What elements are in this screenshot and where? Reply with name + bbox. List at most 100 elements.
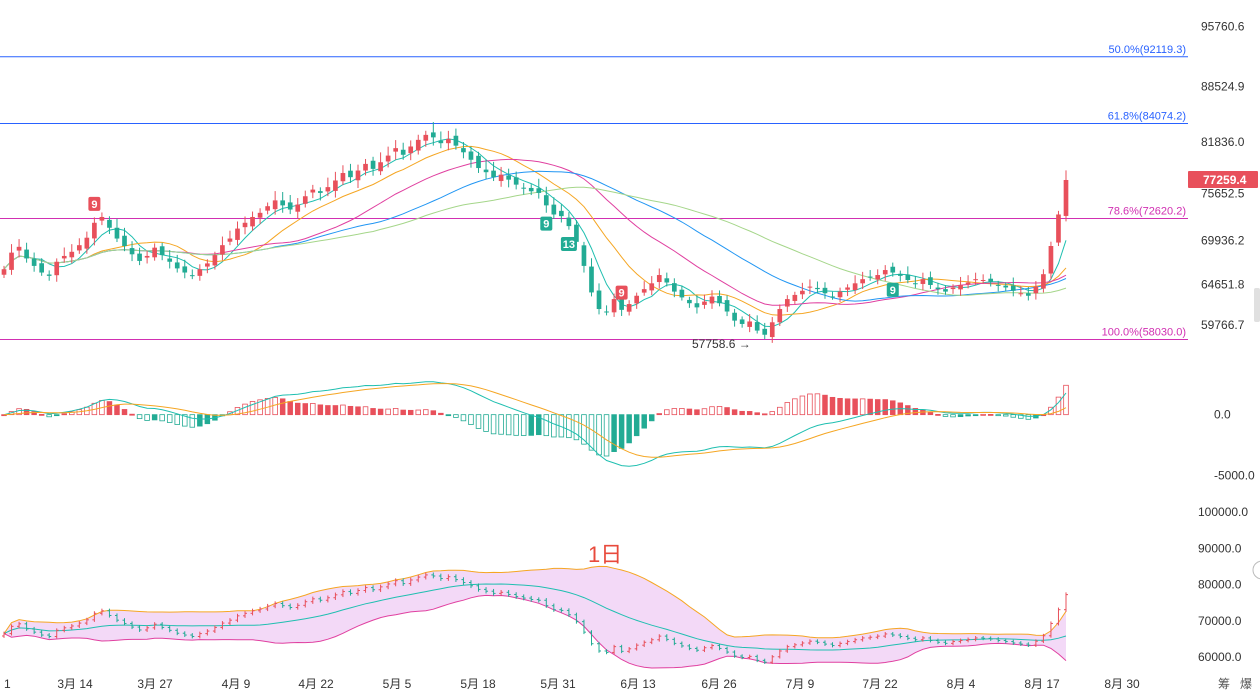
candle-body: [114, 227, 120, 239]
macd-histogram-bar: [520, 414, 527, 436]
date-tick-4: 4月 22: [298, 677, 334, 691]
fibonacci-levels: 50.0%(92119.3) 61.8%(84074.2) 78.6%(72620.…: [0, 44, 1188, 340]
macd-histogram-bar: [189, 414, 196, 428]
date-tick-7: 5月 31: [540, 677, 576, 691]
macd-tick-0: 0.0: [1214, 408, 1231, 422]
candle-body: [129, 248, 135, 255]
candle-body: [212, 255, 218, 266]
candle-body: [16, 246, 22, 251]
candle-body: [905, 274, 911, 280]
macd-histogram-bar: [882, 399, 888, 416]
candle-body: [506, 175, 511, 180]
candle-body: [340, 173, 346, 182]
macd-histogram-bar: [61, 413, 67, 416]
candle-body: [220, 245, 225, 255]
macd-histogram-bar: [1003, 414, 1009, 417]
candle-body: [626, 304, 632, 312]
macd-histogram-bar: [430, 410, 437, 416]
candle-body: [1026, 293, 1031, 296]
macd-histogram-bar: [852, 398, 858, 416]
macd-histogram-bar: [377, 408, 384, 416]
macd-histogram-bar: [543, 414, 550, 437]
bollinger-lower: [3, 594, 1067, 669]
macd-dea-line: [3, 383, 1067, 458]
candle-body: [461, 148, 466, 153]
macd-histogram-bar: [995, 414, 1001, 417]
candle-body: [1033, 286, 1039, 294]
candle-body: [536, 188, 542, 193]
macd-histogram-bar: [136, 414, 143, 420]
macd-histogram-bar: [965, 414, 971, 417]
macd-histogram-bar: [182, 414, 188, 427]
candle-body: [860, 279, 865, 284]
candle-body: [890, 266, 896, 273]
macd-histogram-bar: [385, 408, 391, 416]
macd-histogram-bar: [475, 414, 482, 429]
chips-button[interactable]: 筹: [1218, 677, 1230, 691]
macd-histogram-bar: [1055, 396, 1062, 416]
macd-histogram-bar: [317, 404, 324, 416]
td-marker-2: [540, 216, 553, 231]
price-tick-4: 69936.2: [1201, 234, 1245, 248]
macd-histogram-bar: [302, 403, 309, 416]
candle-body: [958, 284, 963, 290]
candle-body: [438, 140, 444, 144]
candle-body: [769, 322, 775, 338]
candle-body: [189, 275, 195, 277]
macd-histogram-bar: [197, 414, 203, 427]
macd-histogram-bar: [453, 414, 459, 418]
candle-body: [709, 296, 715, 304]
low-price-annotation: 57758.6 →: [692, 337, 751, 351]
date-axis: 1 3月 14 3月 27 4月 9 4月 22 5月 5 5月 18 5月 31 6月 13 6…: [4, 677, 1140, 691]
macd-histogram-bar: [1025, 414, 1032, 420]
candle-body: [159, 246, 165, 256]
macd-panel[interactable]: [1, 381, 1069, 467]
candle-body: [363, 163, 368, 171]
ma-line-4: [3, 186, 1067, 296]
macd-histogram-bar: [649, 414, 655, 422]
td-marker-label-4: 9: [890, 285, 896, 297]
macd-histogram-bar: [1018, 414, 1024, 419]
macd-histogram-bar: [679, 408, 685, 416]
macd-histogram-bar: [611, 414, 617, 452]
candle-body: [69, 251, 75, 258]
macd-histogram-bar: [581, 414, 587, 445]
macd-histogram-bar: [987, 414, 994, 416]
td-marker-label-0: 9: [91, 199, 97, 211]
price-tick-3: 75652.5: [1201, 186, 1245, 200]
candle-body: [920, 279, 926, 284]
candle-body: [664, 278, 670, 283]
candle-body: [272, 200, 278, 210]
candle-body: [656, 275, 662, 283]
candle-body: [513, 177, 519, 185]
liquidation-button[interactable]: 爆: [1240, 677, 1252, 691]
macd-histogram-bar: [528, 414, 534, 436]
candle-body: [559, 210, 564, 217]
candle-body: [205, 263, 210, 267]
side-scroll-handle[interactable]: [1254, 288, 1260, 322]
candle-body: [784, 299, 790, 307]
candle-body: [250, 216, 255, 227]
price-panel[interactable]: 50.0%(92119.3) 61.8%(84074.2) 78.6%(72620.…: [0, 44, 1188, 351]
candle-body: [400, 149, 406, 155]
macd-histogram-bar: [287, 401, 293, 416]
candle-body: [943, 289, 948, 292]
candle-body: [46, 274, 52, 276]
candlesticks: [1, 122, 1069, 343]
candle-body: [528, 187, 534, 192]
macd-histogram-bar: [400, 409, 406, 416]
fib-label-2: 78.6%(72620.2): [1108, 205, 1186, 217]
candle-body: [430, 132, 436, 138]
bollinger-upper: [3, 565, 1067, 639]
candle-body: [197, 269, 203, 276]
bollinger-panel[interactable]: [2, 565, 1068, 669]
macd-histogram-bar: [626, 414, 632, 444]
candle-body: [257, 212, 263, 218]
candle-body: [423, 134, 429, 141]
macd-histogram-bar: [664, 409, 670, 416]
candle-body: [99, 216, 105, 221]
macd-histogram-bar: [701, 408, 708, 416]
price-tick-2: 81836.0: [1201, 135, 1245, 149]
side-collapse-button[interactable]: [1252, 560, 1260, 580]
